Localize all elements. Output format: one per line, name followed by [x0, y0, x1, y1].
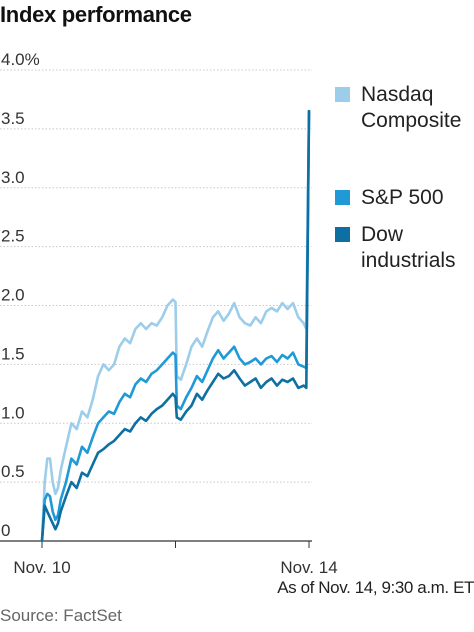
legend-swatch-dow [335, 227, 350, 242]
series-line-nasdaq-composite [40, 109, 311, 543]
source-note: Source: FactSet [0, 606, 122, 625]
legend-item-sp500: S&P 500 [335, 185, 474, 211]
x-tick-marks: Nov. 10 Nov. 14 [13, 541, 338, 577]
series-line-dow-industrials [40, 109, 311, 543]
y-tick-label: 2.5 [1, 227, 25, 246]
y-tick-label: 2.0 [1, 286, 25, 305]
legend-label-dow: Dow industrials [361, 223, 456, 272]
x-tick-label: Nov. 14 [280, 558, 337, 577]
y-tick-label: 3.5 [1, 109, 25, 128]
y-tick-labels: 0 0.5 1.0 1.5 2.0 2.5 3.0 3.5 4.0% [1, 50, 40, 540]
series-line-s-p-500 [40, 109, 311, 543]
legend-swatch-sp500 [335, 190, 350, 205]
legend-item-nasdaq: Nasdaq Composite [335, 82, 474, 134]
y-tick-label: 0 [1, 521, 10, 540]
y-tick-label: 1.0 [1, 403, 25, 422]
legend-label-sp500: S&P 500 [361, 186, 444, 209]
legend-item-dow: Dow industrials [335, 222, 474, 274]
y-tick-label: 1.5 [1, 344, 25, 363]
legend-label-nasdaq: Nasdaq Composite [361, 83, 462, 132]
timestamp-note: As of Nov. 14, 9:30 a.m. ET [277, 578, 474, 597]
y-tick-label: 0.5 [1, 462, 25, 481]
series-lines [40, 109, 311, 543]
x-tick-label: Nov. 10 [13, 558, 70, 577]
y-tick-label: 3.0 [1, 168, 25, 187]
legend-swatch-nasdaq [335, 87, 350, 102]
y-tick-label: 4.0% [1, 50, 40, 69]
chart-title: Index performance [0, 2, 192, 27]
